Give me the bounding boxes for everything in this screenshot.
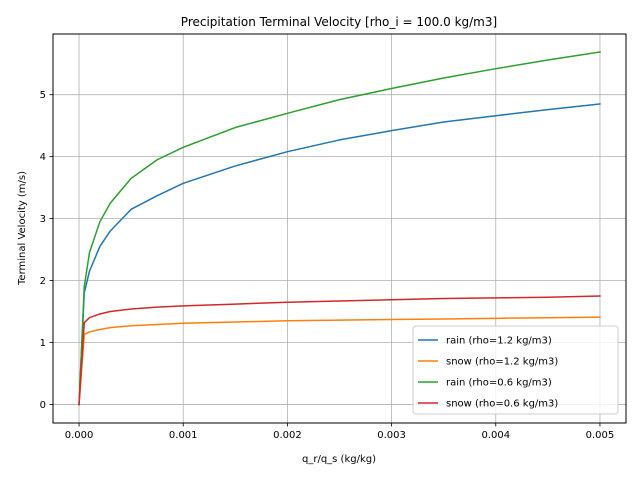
y-tick-label: 2 [40, 276, 46, 287]
series-line-4 [78, 295, 601, 406]
x-tick-label: 0.001 [169, 430, 198, 441]
y-tick-label: 0 [40, 400, 46, 411]
plot-lines [78, 51, 601, 406]
legend-label: snow (rho=0.6 kg/m3) [446, 399, 558, 410]
legend-label: snow (rho=1.2 kg/m3) [446, 357, 558, 368]
legend-label: rain (rho=0.6 kg/m3) [446, 378, 552, 389]
x-tick-label: 0.000 [65, 430, 94, 441]
plot-area-frame [52, 33, 627, 424]
y-tick-label: 1 [40, 338, 46, 349]
series-line-1 [78, 103, 601, 406]
x-axis-label: q_r/q_s (kg/kg) [302, 454, 376, 465]
y-tick-label: 5 [40, 90, 46, 101]
axis-ticks: 0.000 0.001 0.002 0.003 0.004 0.005 0 1 2 3 4 5 [40, 90, 615, 441]
x-tick-label: 0.005 [586, 430, 615, 441]
grid [53, 34, 626, 423]
legend-label: rain (rho=1.2 kg/m3) [446, 336, 552, 347]
x-tick-label: 0.004 [481, 430, 510, 441]
y-tick-label: 3 [40, 214, 46, 225]
x-tick-label: 0.002 [273, 430, 302, 441]
series-line-2 [78, 316, 601, 406]
legend-box [412, 325, 619, 415]
series-line-3 [78, 51, 601, 406]
chart-title: Precipitation Terminal Velocity [rho_i =… [181, 15, 497, 29]
legend: rain (rho=1.2 kg/m3) snow (rho=1.2 kg/m3)… [412, 325, 619, 415]
y-tick-label: 4 [40, 152, 46, 163]
y-axis-label: Terminal Velocity (m/s) [17, 171, 28, 286]
x-tick-label: 0.003 [377, 430, 406, 441]
